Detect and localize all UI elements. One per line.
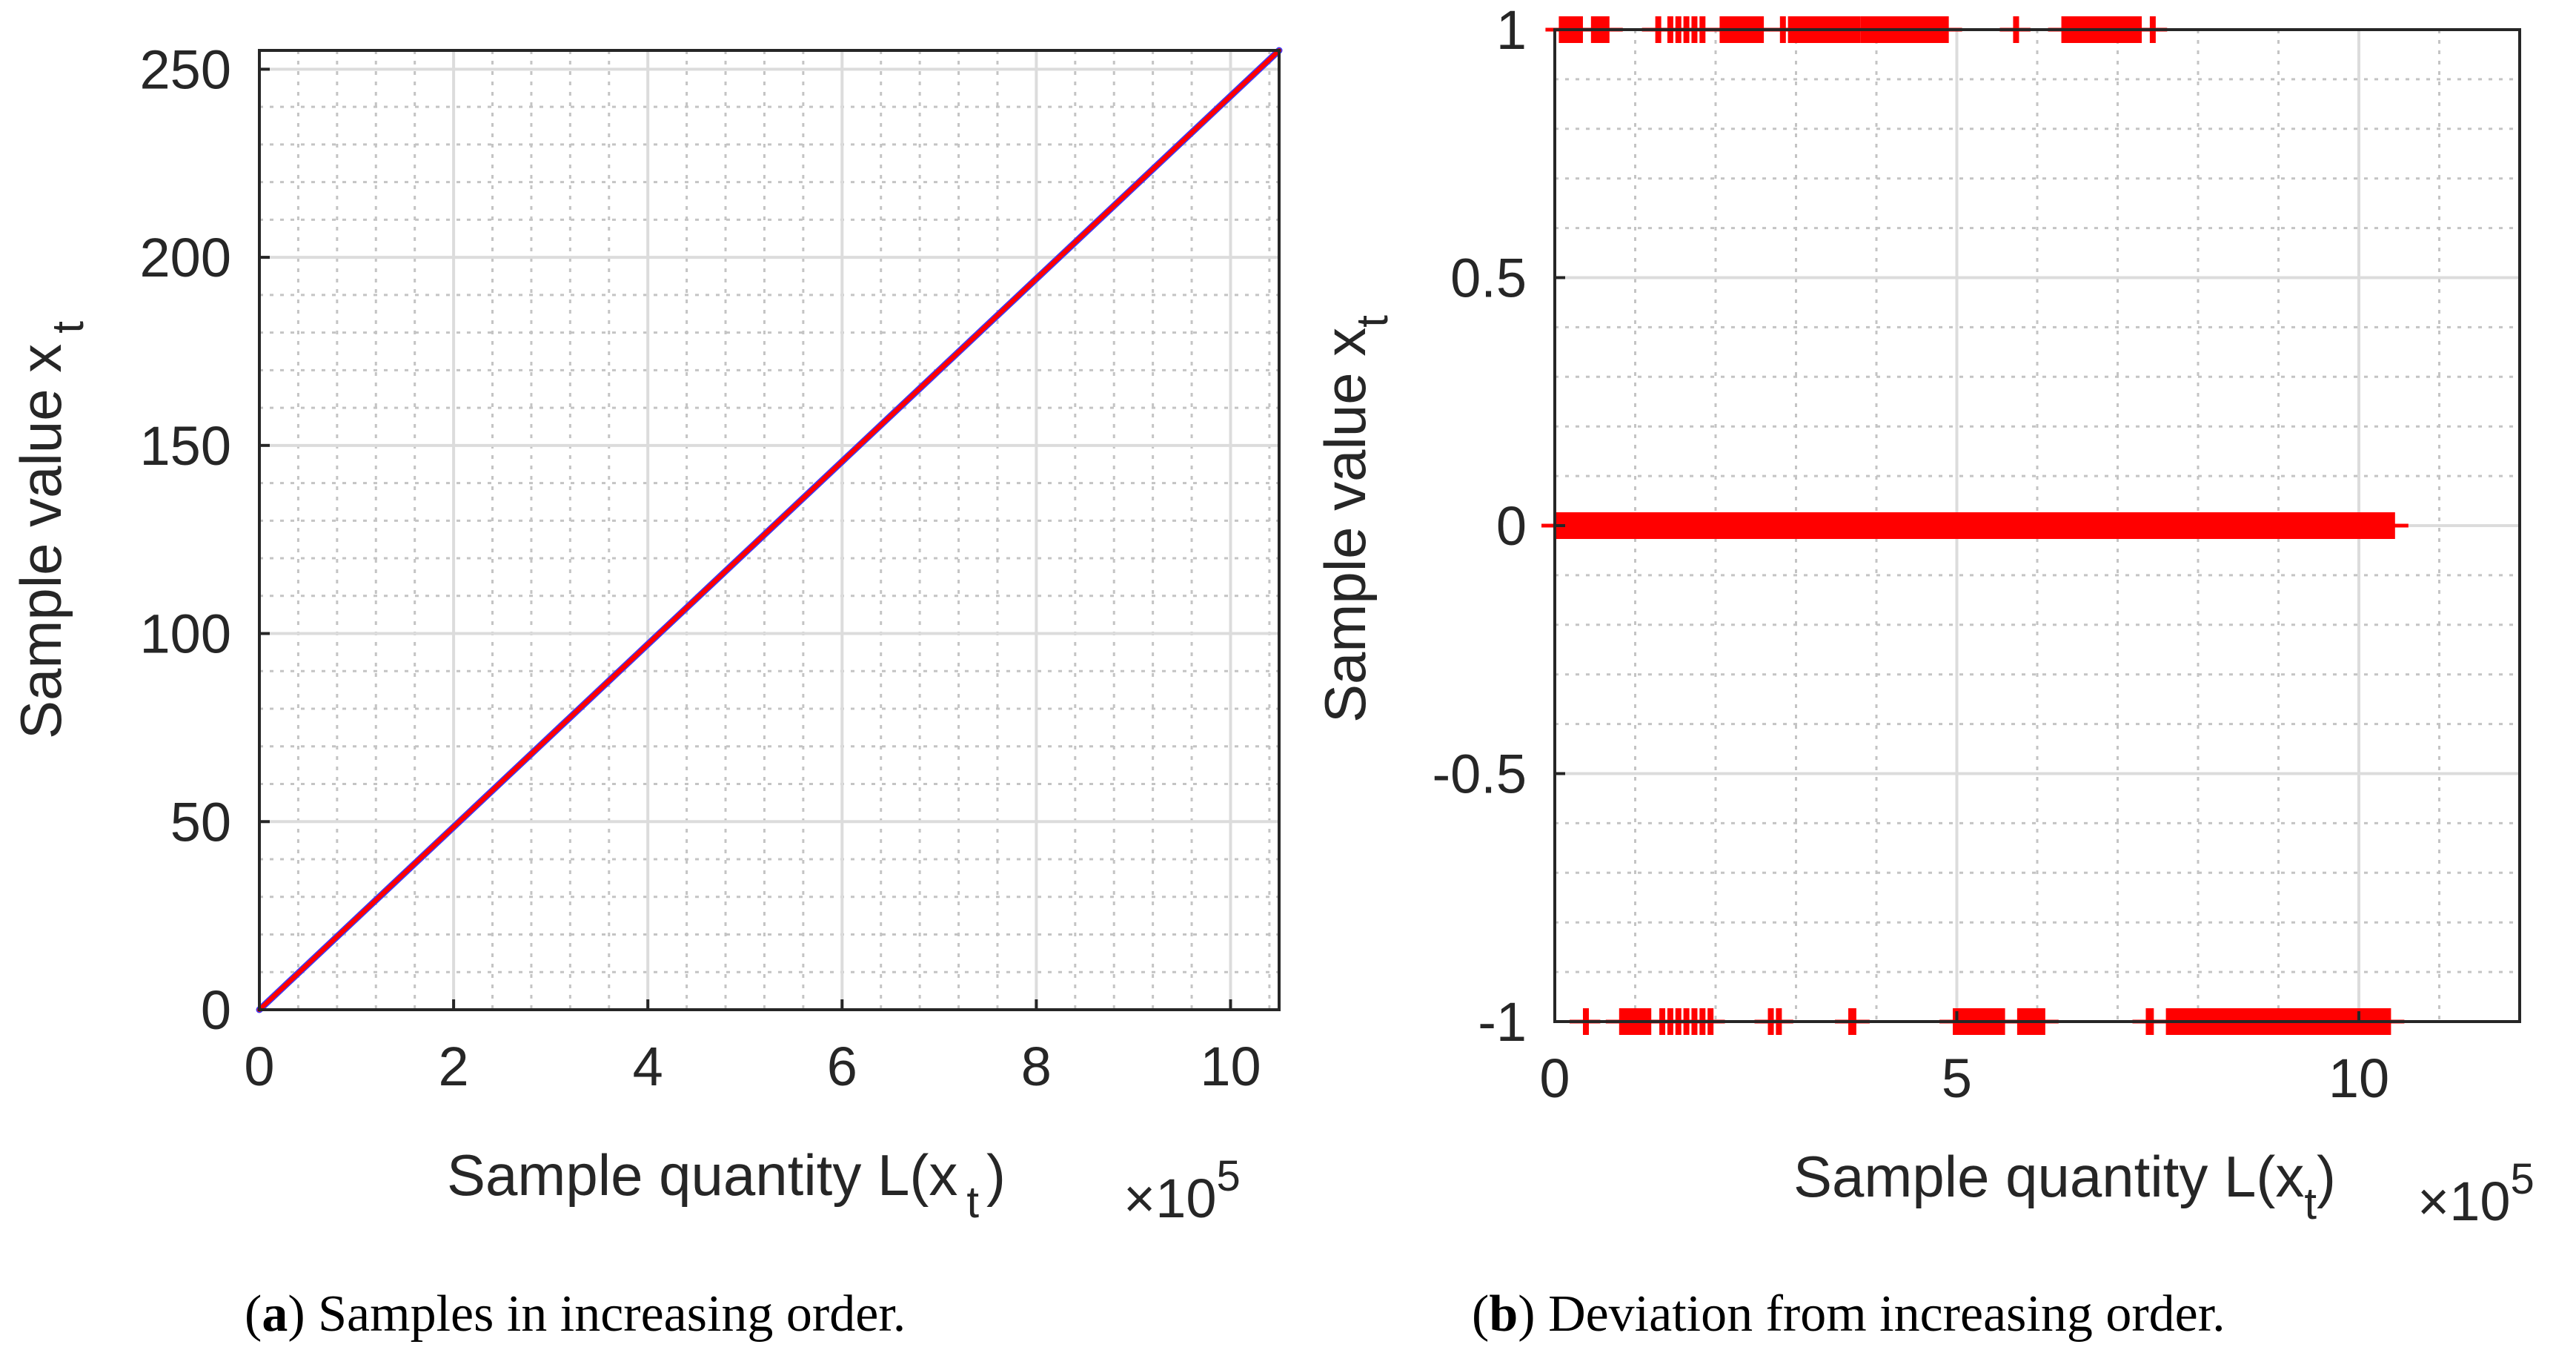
a-ytick-label: 250: [140, 39, 231, 100]
panel-b-xlabel: Sample quantity L(xt): [1793, 1144, 2336, 1228]
panel-b-x-multiplier: ×105: [2417, 1155, 2534, 1232]
a-xtick-label: 2: [439, 1036, 469, 1097]
panel-a-caption: (a) Samples in increasing order.: [245, 1286, 906, 1343]
a-xtick-label: 8: [1021, 1036, 1052, 1097]
a-xtick-label: 4: [633, 1036, 663, 1097]
b-ytick-label: 1: [1496, 0, 1527, 61]
b-xtick-label: 10: [2328, 1048, 2389, 1109]
a-ytick-label: 0: [201, 979, 231, 1041]
a-xtick-label: 0: [244, 1036, 274, 1097]
panel-b-ticks: 0 5 10 -1 -0.5 0 0.5 1: [1432, 0, 2389, 1109]
b-ytick-label: 0: [1496, 495, 1527, 557]
panel-b-chart: 0 5 10 -1 -0.5 0 0.5 1 Sample quantity L(xt) Sa…: [1312, 0, 2534, 1232]
panel-a-xlabel: Sample quantity L(x t): [447, 1142, 1006, 1227]
b-xtick-label: 0: [1539, 1048, 1570, 1109]
panel-b-ylabel: Sample value xt: [1312, 315, 1397, 723]
a-xtick-label: 10: [1200, 1036, 1261, 1097]
b-ytick-label: -1: [1478, 991, 1527, 1053]
plot-a-frame: [258, 49, 1281, 1011]
b-xtick-label: 5: [1942, 1048, 1972, 1109]
b-ytick-label: -0.5: [1432, 744, 1527, 805]
panel-b-caption: (b) Deviation from increasing order.: [1472, 1286, 2225, 1343]
a-xtick-label: 6: [827, 1036, 857, 1097]
a-ytick-label: 50: [170, 791, 231, 853]
marker-band: [1555, 512, 2395, 539]
panel-a-x-multiplier: ×105: [1123, 1152, 1241, 1229]
panel-a-series: [256, 47, 1283, 1013]
a-ytick-label: 200: [140, 227, 231, 288]
a-ytick-label: 100: [140, 603, 231, 665]
series-line-samples: [257, 48, 1281, 1012]
a-ytick-label: 150: [140, 415, 231, 477]
panel-a-major-grid: [259, 50, 1279, 1010]
b-ytick-label: 0.5: [1450, 248, 1527, 309]
panel-a-ylabel: Sample value xt: [8, 321, 93, 739]
